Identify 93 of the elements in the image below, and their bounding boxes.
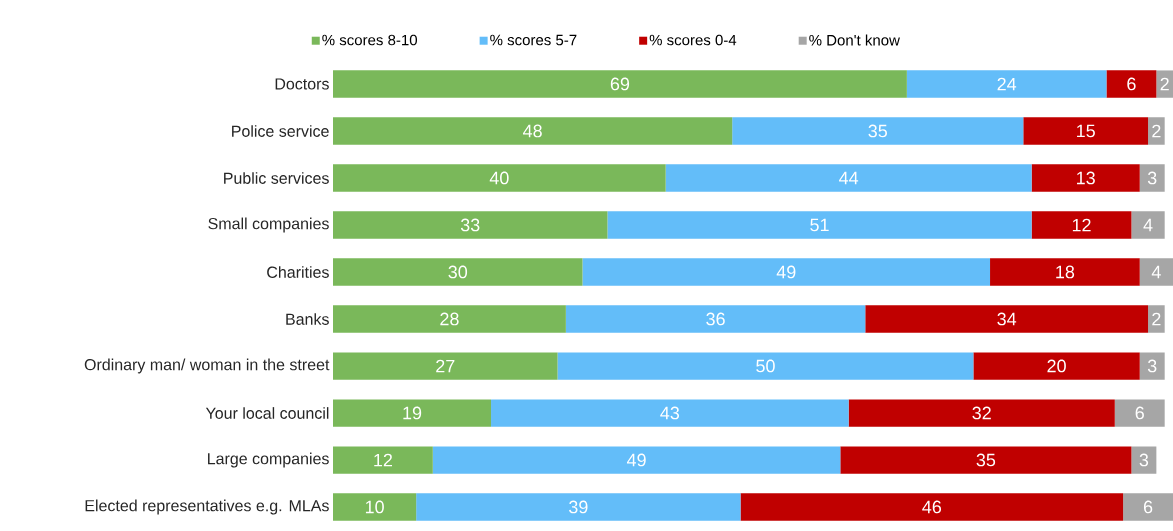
data-label: 44: [839, 171, 859, 185]
bar: [333, 164, 666, 192]
data-label: 18: [1056, 265, 1075, 279]
bar: [333, 493, 417, 521]
data-label: 4: [1151, 265, 1161, 279]
bar: [732, 117, 1024, 145]
data-label: 6: [1143, 500, 1153, 514]
data-label: 35: [976, 453, 996, 467]
y-tick-label: Ordinary man/ woman in the street: [84, 358, 330, 374]
bar: [333, 399, 492, 427]
bar: [840, 446, 1132, 474]
bar: [1031, 164, 1140, 192]
data-label: 3: [1147, 171, 1157, 185]
data-label: 10: [365, 500, 384, 514]
legend-label: % scores 8-10: [322, 34, 418, 46]
bar: [333, 70, 907, 98]
bar: [1148, 117, 1165, 145]
bar: [333, 211, 608, 239]
bar: [848, 399, 1115, 427]
data-label: 6: [1135, 406, 1144, 420]
data-label: 46: [922, 500, 942, 514]
bar: [1139, 258, 1173, 286]
y-tick-label: Public services: [224, 172, 329, 184]
legend-label: % scores 0-4: [649, 34, 737, 46]
bar: [990, 258, 1140, 286]
bar: [333, 305, 566, 333]
bar: [906, 70, 1107, 98]
bar: [557, 352, 974, 380]
bar: [1106, 70, 1157, 98]
bar: [333, 117, 733, 145]
data-label: 51: [810, 218, 829, 232]
data-label: 49: [626, 453, 646, 467]
bar: [416, 493, 741, 521]
data-label: 28: [440, 312, 459, 326]
data-label: 33: [460, 218, 480, 232]
bar: [1139, 164, 1165, 192]
y-tick-label: Your local council: [205, 407, 329, 419]
bar: [582, 258, 991, 286]
bar: [1031, 211, 1132, 239]
data-label: 24: [997, 77, 1017, 91]
y-tick-label: Police service: [232, 125, 329, 137]
y-tick-label: Elected representatives e.g. MLAs: [85, 499, 329, 515]
data-label: 50: [756, 359, 775, 373]
data-label: 3: [1139, 453, 1149, 467]
data-label: 20: [1047, 359, 1066, 373]
bar: [740, 493, 1124, 521]
bar: [491, 399, 849, 427]
legend-label: % scores 5-7: [490, 34, 577, 46]
bar: [565, 305, 866, 333]
data-label: 30: [448, 265, 468, 279]
data-label: 4: [1143, 218, 1153, 232]
bar: [1131, 446, 1157, 474]
y-tick-label: Doctors: [275, 78, 329, 90]
data-label: 2: [1152, 124, 1161, 138]
data-label: 48: [523, 124, 542, 138]
bar: [1148, 305, 1165, 333]
data-label: 3: [1147, 359, 1157, 373]
data-label: 2: [1152, 312, 1161, 326]
data-label: 19: [403, 406, 422, 420]
data-label: 32: [972, 406, 991, 420]
bar: [333, 258, 583, 286]
y-tick-label: Small companies: [208, 217, 329, 233]
data-label: 35: [868, 124, 888, 138]
bar: [973, 352, 1140, 380]
bar: [1139, 352, 1165, 380]
data-label: 6: [1127, 77, 1136, 91]
data-label: 39: [569, 500, 588, 514]
bar: [1114, 399, 1165, 427]
bar: [333, 446, 433, 474]
data-label: 40: [489, 171, 509, 185]
bar: [865, 305, 1149, 333]
data-label: 69: [610, 77, 630, 91]
data-label: 36: [706, 312, 725, 326]
y-tick-label: Charities: [267, 266, 329, 278]
bar: [1023, 117, 1149, 145]
y-tick-label: Large companies: [208, 452, 329, 468]
data-label: 2: [1160, 77, 1169, 91]
data-label: 49: [776, 265, 796, 279]
bar: [665, 164, 1032, 192]
bar: [607, 211, 1032, 239]
data-label: 43: [660, 406, 680, 420]
data-label: 12: [374, 453, 393, 467]
bar: [1123, 493, 1173, 521]
bar: [432, 446, 841, 474]
data-label: 27: [436, 359, 455, 373]
data-label: 13: [1077, 171, 1095, 185]
data-label: 34: [997, 312, 1017, 326]
bar: [1131, 211, 1165, 239]
legend-label: % Don't know: [809, 34, 900, 46]
data-label: 15: [1077, 124, 1095, 138]
bar: [333, 352, 558, 380]
data-label: 12: [1072, 218, 1091, 232]
y-tick-label: Banks: [286, 313, 329, 325]
